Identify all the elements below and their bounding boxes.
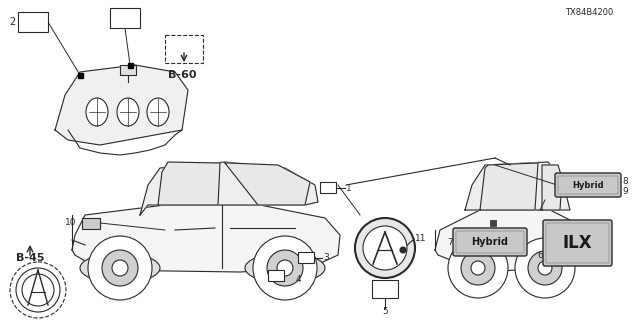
Text: ILX: ILX <box>562 234 592 252</box>
Bar <box>268 270 284 281</box>
Bar <box>82 218 100 229</box>
Polygon shape <box>465 162 570 210</box>
FancyBboxPatch shape <box>453 228 527 256</box>
Bar <box>120 65 136 75</box>
Polygon shape <box>72 205 340 272</box>
Polygon shape <box>435 210 572 272</box>
Text: B-60: B-60 <box>168 70 196 80</box>
Bar <box>372 280 398 298</box>
Polygon shape <box>225 163 310 205</box>
Circle shape <box>355 218 415 278</box>
Bar <box>320 182 336 193</box>
Circle shape <box>515 238 575 298</box>
Text: 9: 9 <box>622 187 628 196</box>
FancyBboxPatch shape <box>555 173 621 197</box>
Bar <box>110 8 140 28</box>
Circle shape <box>471 261 485 275</box>
Bar <box>18 12 48 32</box>
Circle shape <box>538 261 552 275</box>
Text: Hybrid: Hybrid <box>572 180 604 189</box>
Circle shape <box>102 250 138 286</box>
Circle shape <box>528 251 562 285</box>
Circle shape <box>277 260 293 276</box>
Polygon shape <box>55 65 188 145</box>
Text: 2: 2 <box>10 17 16 27</box>
Text: TX84B4200: TX84B4200 <box>564 8 613 17</box>
Polygon shape <box>542 165 562 210</box>
Circle shape <box>267 250 303 286</box>
Text: 5: 5 <box>382 308 388 316</box>
Ellipse shape <box>147 98 169 126</box>
Bar <box>128 63 133 68</box>
Ellipse shape <box>117 98 139 126</box>
Circle shape <box>22 274 54 306</box>
Bar <box>490 220 496 226</box>
Polygon shape <box>158 162 220 205</box>
Circle shape <box>448 238 508 298</box>
Bar <box>298 252 314 263</box>
Text: 8: 8 <box>622 177 628 186</box>
Polygon shape <box>480 163 538 210</box>
Ellipse shape <box>80 253 160 283</box>
Text: 6: 6 <box>537 251 543 260</box>
Circle shape <box>400 247 406 253</box>
Text: B-45: B-45 <box>16 253 44 263</box>
Text: 4: 4 <box>296 276 301 284</box>
Polygon shape <box>140 162 318 215</box>
Circle shape <box>363 226 407 270</box>
Ellipse shape <box>86 98 108 126</box>
FancyBboxPatch shape <box>543 220 612 266</box>
Bar <box>165 35 203 63</box>
Text: 11: 11 <box>415 234 426 243</box>
Ellipse shape <box>245 253 325 283</box>
Text: 3: 3 <box>323 253 329 262</box>
Circle shape <box>253 236 317 300</box>
Circle shape <box>88 236 152 300</box>
Text: 10: 10 <box>65 218 76 227</box>
Text: Hybrid: Hybrid <box>472 237 509 247</box>
Circle shape <box>112 260 128 276</box>
Circle shape <box>461 251 495 285</box>
Text: 1: 1 <box>346 183 352 193</box>
Bar <box>78 73 83 78</box>
Text: 7: 7 <box>447 237 453 246</box>
Circle shape <box>16 268 60 312</box>
